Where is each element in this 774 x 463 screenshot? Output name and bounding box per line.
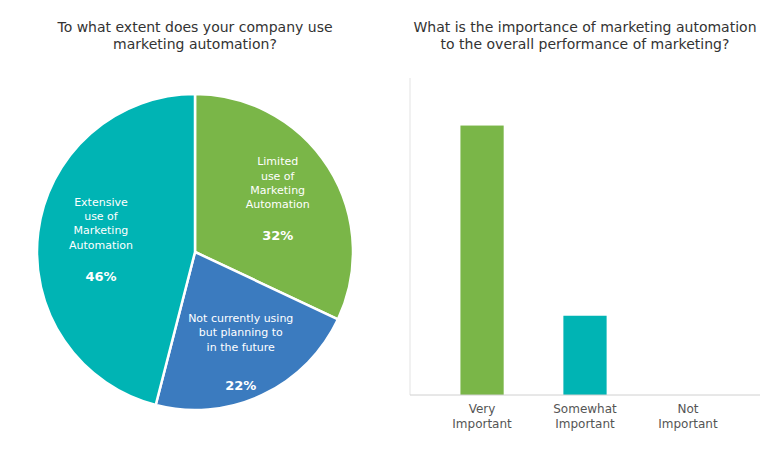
text-line: to the overall performance of marketing? <box>441 36 730 52</box>
text-line: use of <box>84 210 119 223</box>
slice-label: Limited use ofMarketingAutomation <box>246 155 310 211</box>
pie-slice <box>37 94 195 405</box>
pie-slices <box>37 94 353 410</box>
text-line: Automation <box>246 198 310 211</box>
chart: To what extent does your company usemark… <box>0 0 774 463</box>
slice-value-label: 32% <box>262 228 293 243</box>
x-tick-label: SomewhatImportant <box>553 402 617 431</box>
text-line: Extensive <box>74 196 128 209</box>
text-line: What is the importance of marketing auto… <box>414 19 757 35</box>
x-axis-line <box>410 395 760 396</box>
text-line: Automation <box>69 239 133 252</box>
bar-title: What is the importance of marketing auto… <box>414 19 757 52</box>
bars <box>460 126 606 395</box>
text-line: use of <box>261 170 296 183</box>
slice-value-label: 46% <box>85 269 116 284</box>
bar <box>563 316 606 395</box>
text-line: Not <box>677 402 698 416</box>
pie-labels: Limiteduse ofMarketingAutomation32%Not c… <box>69 155 310 393</box>
slice-value-label: 22% <box>225 378 256 393</box>
text-line: Important <box>658 417 718 431</box>
text-line: Marketing <box>74 224 129 237</box>
slice-label: Not currently usingbut planning to in the… <box>188 312 293 354</box>
text-line: Marketing <box>250 184 305 197</box>
x-tick-label: NotImportant <box>658 402 718 431</box>
text-line: Not currently using <box>188 312 293 325</box>
y-axis-line <box>410 78 411 395</box>
text-line: Very <box>469 402 496 416</box>
slice-label: Extensiveuse ofMarketing Automation <box>69 196 133 252</box>
text-line: Important <box>452 417 512 431</box>
text-line: marketing automation? <box>113 36 277 52</box>
text-line: but planning to <box>199 326 283 339</box>
bar <box>460 126 503 395</box>
text-line: Somewhat <box>553 402 617 416</box>
text-line: in the future <box>207 341 275 354</box>
text-line: Important <box>555 417 615 431</box>
pie-title: To what extent does your company usemark… <box>56 19 332 52</box>
x-tick-label: VeryImportant <box>452 402 512 431</box>
x-tick-labels: VeryImportantSomewhatImportantNotImporta… <box>452 402 718 431</box>
text-line: To what extent does your company use <box>56 19 332 35</box>
text-line: Limited <box>257 155 298 168</box>
